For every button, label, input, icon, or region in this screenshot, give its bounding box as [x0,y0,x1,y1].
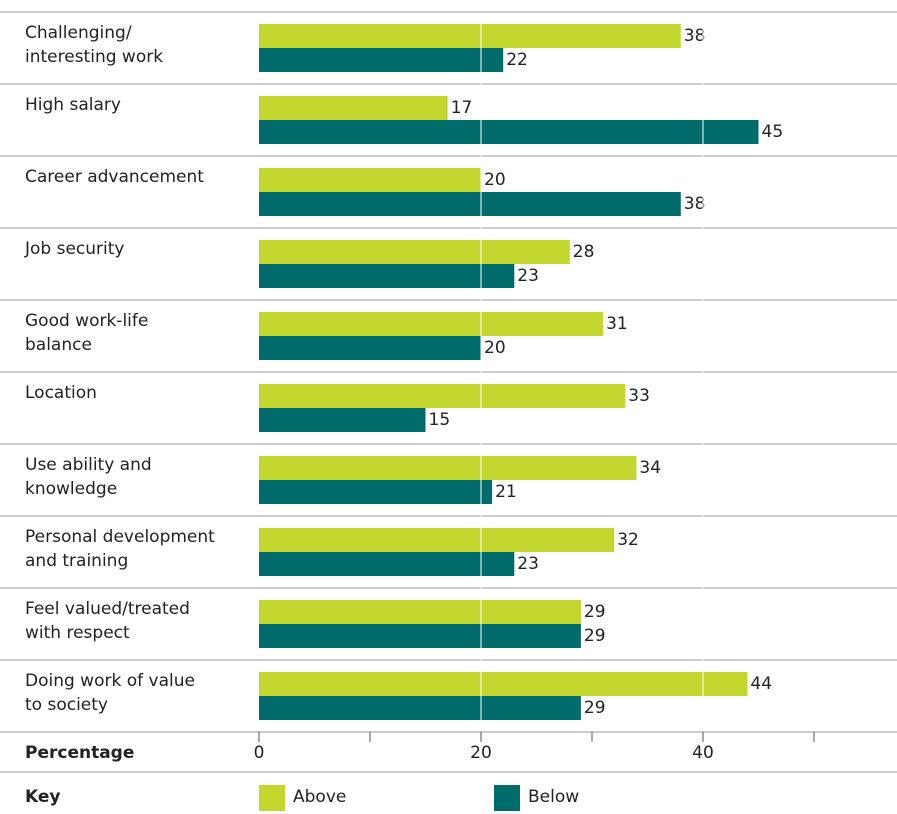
value-label: 29 [584,626,606,646]
category-label: High salary [25,95,121,115]
category-label: Challenging/ [25,23,132,43]
bar [259,336,481,360]
value-label: 32 [617,530,639,550]
category-label: Use ability and [25,455,152,475]
category-label: balance [25,335,92,355]
legend-label: Below [528,787,579,807]
bar [259,600,581,624]
value-label: 34 [639,458,661,478]
value-label: 29 [584,698,606,718]
bar [259,408,426,432]
x-tick-label: 40 [692,743,714,763]
category-label: Good work-life [25,311,148,331]
value-label: 20 [484,338,506,358]
value-label: 28 [573,242,595,262]
bar [259,456,637,480]
bar [259,552,515,576]
value-label: 31 [606,314,628,334]
x-axis-label: Percentage [25,743,134,763]
bar [259,384,626,408]
bar [259,240,570,264]
bar [259,696,581,720]
value-label: 38 [684,194,706,214]
x-tick-label: 0 [254,743,265,763]
bar [259,96,448,120]
value-label: 45 [762,122,784,142]
legend-label: Above [293,787,346,807]
legend-swatch [259,785,285,811]
bar [259,48,504,72]
bar [259,264,515,288]
bar [259,24,681,48]
value-label: 22 [506,50,528,70]
x-tick-label: 20 [470,743,492,763]
category-label: Job security [24,239,125,259]
value-label: 38 [684,26,706,46]
value-label: 33 [628,386,650,406]
value-label: 17 [451,98,473,118]
bar [259,480,493,504]
category-label: Feel valued/treated [25,599,190,619]
bar [259,120,759,144]
legend-swatch [494,785,520,811]
bar [259,528,615,552]
category-label: and training [25,551,128,571]
bar [259,168,481,192]
bar [259,312,604,336]
category-label: with respect [25,623,130,643]
value-label: 44 [750,674,772,694]
value-label: 21 [495,482,517,502]
category-label: interesting work [25,47,163,67]
legend-title: Key [25,787,61,807]
bar [259,192,681,216]
value-label: 29 [584,602,606,622]
category-label: to society [25,695,108,715]
value-label: 23 [517,554,539,574]
category-label: Location [25,383,97,403]
value-label: 23 [517,266,539,286]
bar [259,624,581,648]
category-label: Career advancement [25,167,204,187]
category-label: knowledge [25,479,117,499]
value-label: 15 [429,410,451,430]
bar [259,672,748,696]
category-label: Personal development [25,527,215,547]
category-label: Doing work of value [25,671,195,691]
value-label: 20 [484,170,506,190]
